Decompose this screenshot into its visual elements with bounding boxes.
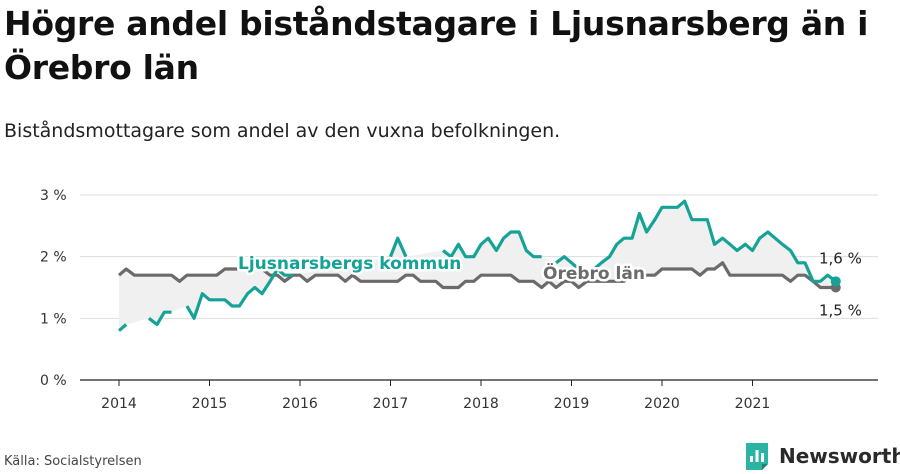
series-line-ljusnarsberg (555, 255, 580, 271)
series-line-ljusnarsberg (593, 199, 837, 283)
chart-subtitle: Biståndsmottagare som andel av den vuxna… (4, 120, 561, 142)
x-tick-label: 2016 (282, 396, 318, 412)
series-line-ljusnarsberg (117, 323, 128, 332)
series-lines (117, 199, 841, 332)
x-tick-label: 2017 (373, 396, 409, 412)
y-tick-label: 3 % (40, 188, 67, 204)
series-line-ljusnarsberg (389, 236, 408, 258)
end-value-orebro-lan: 1,5 % (819, 302, 862, 320)
y-tick-label: 1 % (40, 311, 67, 327)
series-line-ljusnarsberg (442, 230, 542, 259)
end-value-ljusnarsberg: 1,6 % (819, 249, 862, 267)
x-tick-label: 2018 (463, 396, 499, 412)
series-line-ljusnarsberg-end-dot (830, 276, 841, 287)
x-tick-label: 2015 (192, 396, 228, 412)
gap-fill-area (119, 201, 836, 331)
brand-name: Newsworthy (779, 444, 900, 468)
axes: 0 % 1 % 2 % 3 % 2014 2015 2016 2017 2018 2019 2020… (40, 188, 878, 412)
y-tick-label: 0 % (40, 373, 67, 389)
series-line-orebro-lan (117, 261, 836, 290)
series-label-ljusnarsberg: Ljusnarsbergs kommun (238, 254, 461, 274)
line-chart: 0 % 1 % 2 % 3 % 2014 2015 2016 2017 2018 2019 2020… (40, 188, 878, 412)
x-tick-label: 2014 (101, 396, 137, 412)
series-line-ljusnarsberg (185, 267, 293, 320)
x-tick-label: 2019 (554, 396, 590, 412)
x-tick-label: 2020 (644, 396, 680, 412)
series-label-orebro-lan: Örebro län (543, 262, 645, 284)
y-tick-label: 2 % (40, 250, 67, 266)
series-line-ljusnarsberg (147, 310, 172, 327)
newsworthy-logo-icon (746, 443, 768, 470)
brand-logo: Newsworthy (744, 441, 900, 471)
chart-title: Högre andel biståndstagare i Ljusnarsber… (4, 4, 869, 87)
x-tick-label: 2021 (735, 396, 771, 412)
labels: Ljusnarsbergs kommun Örebro län 1,6 % 1,5 % (236, 249, 862, 320)
source-note: Källa: Socialstyrelsen (4, 454, 142, 469)
